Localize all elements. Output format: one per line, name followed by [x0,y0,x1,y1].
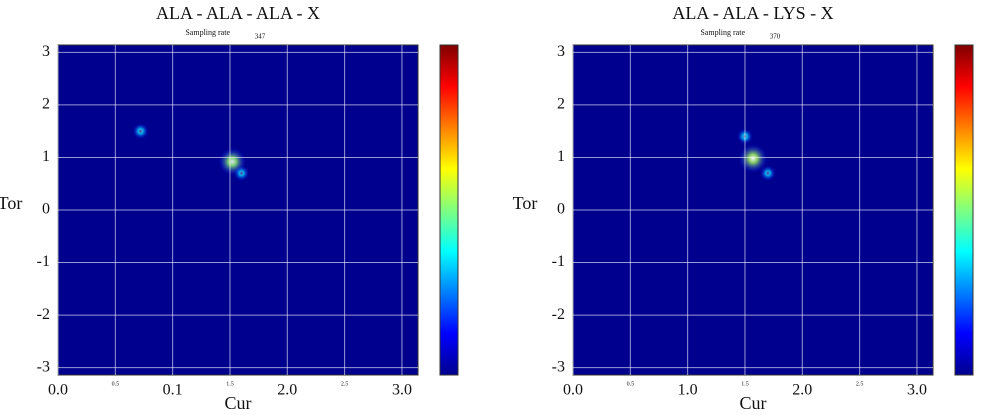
x-tick-label: 2.5 [856,381,864,387]
y-tick-label: -2 [37,306,50,323]
x-tick-label: 0.5 [112,381,120,387]
x-tick-label: 2.0 [277,382,297,399]
y-tick-label: 1 [557,148,565,165]
subtitle: Sampling rate [185,28,230,37]
y-axis-label: Tor [0,193,22,213]
x-axis-label: Cur [225,393,252,413]
y-tick-label: 2 [42,96,50,113]
heat-layer [132,123,249,181]
y-tick-label: -2 [552,306,565,323]
y-tick-label: 3 [42,43,50,60]
y-tick-label: -1 [552,253,565,270]
x-tick-label: 2.0 [792,382,812,399]
y-tick-label: 1 [42,148,50,165]
y-tick-label: -3 [37,358,50,375]
hotspot [234,165,249,181]
x-tick-label: 1.5 [741,381,749,387]
y-tick-label: -3 [552,358,565,375]
y-tick-label: -1 [37,253,50,270]
x-tick-label: 0.0 [48,382,68,399]
chart-title: ALA - ALA - ALA - X [156,3,320,23]
x-axis-label: Cur [740,393,767,413]
sampling-rate: 370 [770,33,781,41]
y-axis-label: Tor [513,193,538,213]
hotspot [738,144,768,173]
x-tick-label: 0.5 [627,381,635,387]
y-tick-label: 0 [557,201,565,218]
subtitle: Sampling rate [700,28,745,37]
x-tick-label: 2.5 [341,381,349,387]
hotspot [760,165,776,181]
colorbar [954,44,974,376]
sampling-rate: 347 [255,33,266,41]
y-tick-label: 2 [557,96,565,113]
x-tick-label: 1.0 [678,382,698,399]
x-tick-label: 0.1 [163,382,183,399]
x-tick-label: 1.5 [226,381,234,387]
x-tick-label: 3.0 [392,382,412,399]
x-tick-label: 3.0 [907,382,927,399]
hotspot [132,123,149,139]
y-tick-label: 3 [557,43,565,60]
colorbar [439,44,459,376]
y-tick-label: 0 [42,201,50,218]
chart-title: ALA - ALA - LYS - X [672,3,833,23]
x-tick-label: 0.0 [563,382,583,399]
